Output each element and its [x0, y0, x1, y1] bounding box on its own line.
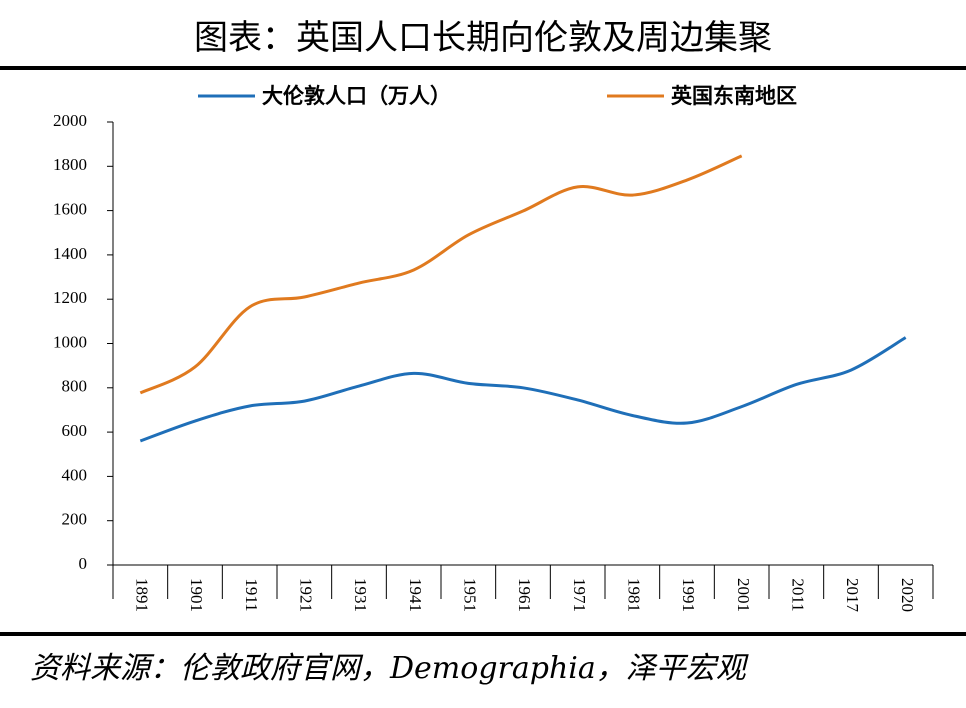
- y-tick-label: 1600: [53, 200, 87, 219]
- y-tick-label: 1000: [53, 332, 87, 351]
- chart-title: 图表：英国人口长期向伦敦及周边集聚: [194, 18, 772, 58]
- x-tick-label: 1921: [296, 578, 315, 612]
- x-tick-label: 1971: [570, 578, 589, 612]
- x-tick-label: 2001: [734, 578, 753, 612]
- series-line: [139, 336, 907, 443]
- x-tick-label: 1941: [406, 578, 425, 612]
- x-tick-label: 1931: [351, 578, 370, 612]
- x-tick-label: 1951: [460, 578, 479, 612]
- x-tick-label: 1961: [515, 578, 534, 612]
- y-tick-label: 400: [62, 465, 88, 484]
- x-tick-label: 1911: [242, 578, 261, 611]
- x-tick-label: 1991: [679, 578, 698, 612]
- y-tick-label: 2000: [53, 111, 87, 130]
- x-tick-label: 1891: [132, 578, 151, 612]
- y-tick-label: 600: [62, 421, 88, 440]
- x-tick-label: 1981: [624, 578, 643, 612]
- y-tick-label: 1200: [53, 288, 87, 307]
- y-tick-label: 1400: [53, 244, 87, 263]
- series-line: [139, 154, 743, 395]
- x-tick-label: 2011: [788, 578, 807, 611]
- y-tick-label: 0: [79, 554, 88, 573]
- legend-label: 英国东南地区: [671, 84, 797, 108]
- y-tick-label: 800: [62, 377, 88, 396]
- y-tick-label: 200: [62, 510, 88, 529]
- x-tick-label: 2017: [843, 578, 862, 613]
- top-rule: [0, 66, 966, 70]
- bottom-rule: [0, 632, 966, 636]
- source-note: 资料来源：伦敦政府官网，Demographia，泽平宏观: [30, 651, 749, 686]
- legend-label: 大伦敦人口（万人）: [262, 84, 451, 108]
- x-tick-label: 2020: [898, 578, 917, 612]
- y-tick-label: 1800: [53, 155, 87, 174]
- x-tick-label: 1901: [187, 578, 206, 612]
